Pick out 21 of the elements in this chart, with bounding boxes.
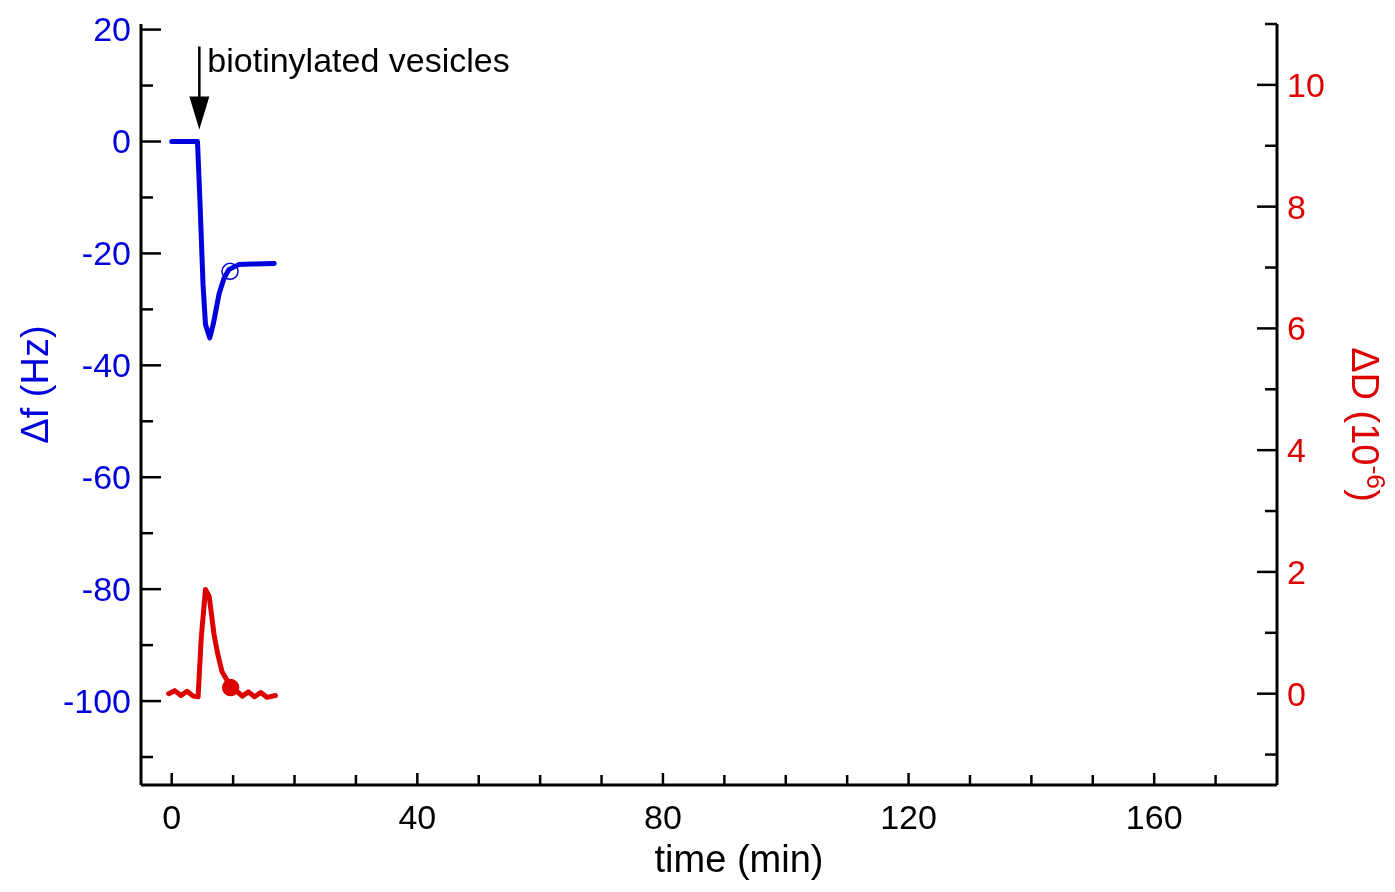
x-axis-title: time (min) bbox=[654, 838, 824, 880]
x-tick-label: 0 bbox=[162, 798, 182, 836]
y-tick-label: -20 bbox=[81, 234, 131, 273]
y-tick-label: -60 bbox=[81, 458, 131, 497]
y-tick-label: 0 bbox=[112, 122, 131, 161]
y2-tick-label: 0 bbox=[1287, 674, 1306, 713]
y2-tick-label: 6 bbox=[1287, 309, 1306, 348]
x-tick-label: 40 bbox=[398, 798, 437, 836]
y2-tick-label: 4 bbox=[1287, 431, 1306, 470]
x-tick-label: 120 bbox=[880, 798, 937, 836]
y2-tick-label: 2 bbox=[1287, 552, 1306, 591]
annotation: biotinylated vesicles bbox=[207, 40, 510, 79]
y-tick-label: -40 bbox=[81, 346, 131, 385]
y-tick-label: 20 bbox=[93, 10, 131, 49]
y-tick-label: -100 bbox=[62, 681, 131, 720]
x-tick-label: 160 bbox=[1125, 798, 1183, 836]
y-axis-title: Δf (Hz) bbox=[14, 325, 56, 444]
y-tick-label: -80 bbox=[81, 570, 131, 609]
y2-tick-label: 8 bbox=[1287, 187, 1306, 226]
x-tick-label: 80 bbox=[644, 798, 682, 836]
y2-tick-label: 10 bbox=[1287, 65, 1325, 104]
